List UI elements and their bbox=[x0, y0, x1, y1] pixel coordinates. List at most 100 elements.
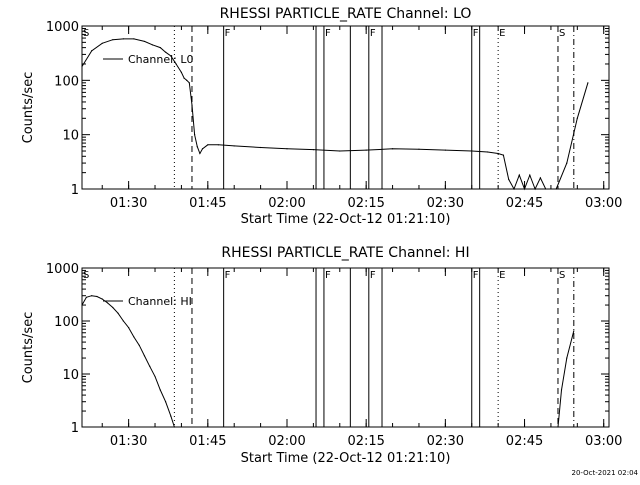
data-point bbox=[444, 149, 446, 151]
plot-frame bbox=[81, 267, 610, 428]
y-tick-label: 10 bbox=[62, 129, 79, 144]
data-point bbox=[471, 150, 473, 152]
data-point bbox=[566, 357, 568, 359]
data-point bbox=[81, 65, 83, 68]
chart-title: RHESSI PARTICLE_RATE Channel: LO bbox=[220, 6, 472, 22]
event-marker-label: S bbox=[559, 28, 565, 39]
data-point bbox=[122, 38, 124, 40]
data-point bbox=[199, 152, 201, 155]
y-tick-label: 1 bbox=[71, 421, 79, 436]
data-point bbox=[587, 82, 589, 84]
data-point bbox=[133, 38, 135, 40]
data-point bbox=[173, 426, 175, 428]
event-marker-label: S bbox=[83, 270, 89, 281]
series-line-1 bbox=[81, 295, 575, 428]
data-point bbox=[497, 152, 499, 155]
x-axis-label: Start Time (22-Oct-12 01:21:10) bbox=[241, 451, 451, 466]
event-marker-label: F bbox=[473, 28, 479, 39]
x-tick-label: 02:15 bbox=[347, 196, 384, 211]
x-tick-label: 01:45 bbox=[189, 434, 226, 449]
x-tick-label: 02:45 bbox=[506, 434, 543, 449]
event-marker-label: E bbox=[499, 28, 505, 39]
data-point bbox=[573, 330, 575, 332]
data-point bbox=[117, 312, 119, 314]
event-marker-label: S bbox=[559, 270, 565, 281]
data-point bbox=[513, 188, 515, 190]
x-tick-label: 02:30 bbox=[427, 434, 464, 449]
data-point bbox=[534, 188, 536, 190]
data-point bbox=[149, 365, 151, 367]
data-point bbox=[91, 295, 93, 297]
data-point bbox=[391, 148, 394, 150]
y-axis-label: Counts/sec bbox=[21, 72, 36, 144]
data-point bbox=[159, 47, 161, 49]
y-tick-label: 1000 bbox=[46, 20, 79, 35]
data-point bbox=[188, 82, 190, 84]
data-point bbox=[81, 304, 83, 306]
data-point bbox=[106, 302, 109, 304]
data-point bbox=[196, 146, 198, 148]
data-point bbox=[486, 151, 489, 153]
data-point bbox=[312, 149, 314, 151]
data-point bbox=[233, 145, 235, 147]
x-tick-label: 02:00 bbox=[268, 196, 305, 211]
data-point bbox=[555, 188, 557, 190]
data-point bbox=[122, 320, 124, 322]
data-point bbox=[191, 104, 193, 106]
data-point bbox=[207, 144, 209, 146]
x-tick-label: 03:00 bbox=[585, 196, 622, 211]
y-tick-label: 100 bbox=[54, 315, 79, 330]
plot-frame bbox=[81, 25, 610, 190]
data-point bbox=[164, 51, 167, 53]
data-point bbox=[560, 389, 563, 391]
legend-label: Channel: HI bbox=[128, 295, 192, 308]
y-tick-label: 10 bbox=[62, 368, 79, 383]
data-point bbox=[201, 148, 204, 150]
x-tick-label: 02:15 bbox=[347, 434, 384, 449]
data-point bbox=[164, 401, 167, 403]
data-point bbox=[170, 55, 172, 57]
y-tick-label: 1 bbox=[71, 183, 79, 198]
y-axis-label: Counts/sec bbox=[21, 312, 36, 384]
data-point bbox=[259, 146, 262, 149]
data-point bbox=[523, 188, 526, 190]
data-point bbox=[418, 148, 420, 150]
data-point bbox=[170, 415, 172, 417]
legend-label: Channel: L0 bbox=[128, 53, 194, 66]
data-point bbox=[502, 154, 505, 156]
data-point bbox=[112, 306, 114, 309]
data-point bbox=[183, 77, 185, 79]
data-point bbox=[365, 149, 367, 151]
x-tick-label: 01:30 bbox=[110, 196, 147, 211]
event-marker-label: E bbox=[499, 270, 505, 281]
chart-title: RHESSI PARTICLE_RATE Channel: HI bbox=[221, 245, 469, 261]
event-marker-label: F bbox=[370, 28, 376, 39]
data-point bbox=[545, 188, 547, 190]
data-point bbox=[138, 344, 140, 346]
event-marker-label: F bbox=[473, 270, 479, 281]
data-point bbox=[186, 79, 188, 81]
data-point bbox=[529, 174, 531, 176]
event-marker-label: F bbox=[225, 28, 231, 39]
data-point bbox=[566, 162, 568, 164]
data-point bbox=[91, 50, 93, 52]
data-point bbox=[339, 150, 341, 152]
data-point bbox=[180, 71, 183, 73]
event-marker-label: F bbox=[370, 270, 376, 281]
chart-panel-2: RHESSI PARTICLE_RATE Channel: HI 1 10 100 10… bbox=[21, 245, 622, 466]
series-line-1 bbox=[81, 38, 589, 191]
x-tick-label: 01:30 bbox=[110, 434, 147, 449]
x-tick-label: 02:00 bbox=[268, 434, 305, 449]
x-tick-label: 02:45 bbox=[506, 196, 543, 211]
data-point bbox=[85, 296, 87, 298]
data-point bbox=[154, 375, 156, 378]
data-point bbox=[143, 40, 146, 43]
data-point bbox=[101, 298, 103, 300]
event-marker-label: F bbox=[325, 28, 331, 39]
data-point bbox=[96, 295, 98, 298]
data-point bbox=[576, 117, 578, 119]
data-point bbox=[175, 63, 177, 65]
y-tick-label: 100 bbox=[54, 74, 79, 89]
event-marker-label: S bbox=[83, 28, 89, 39]
